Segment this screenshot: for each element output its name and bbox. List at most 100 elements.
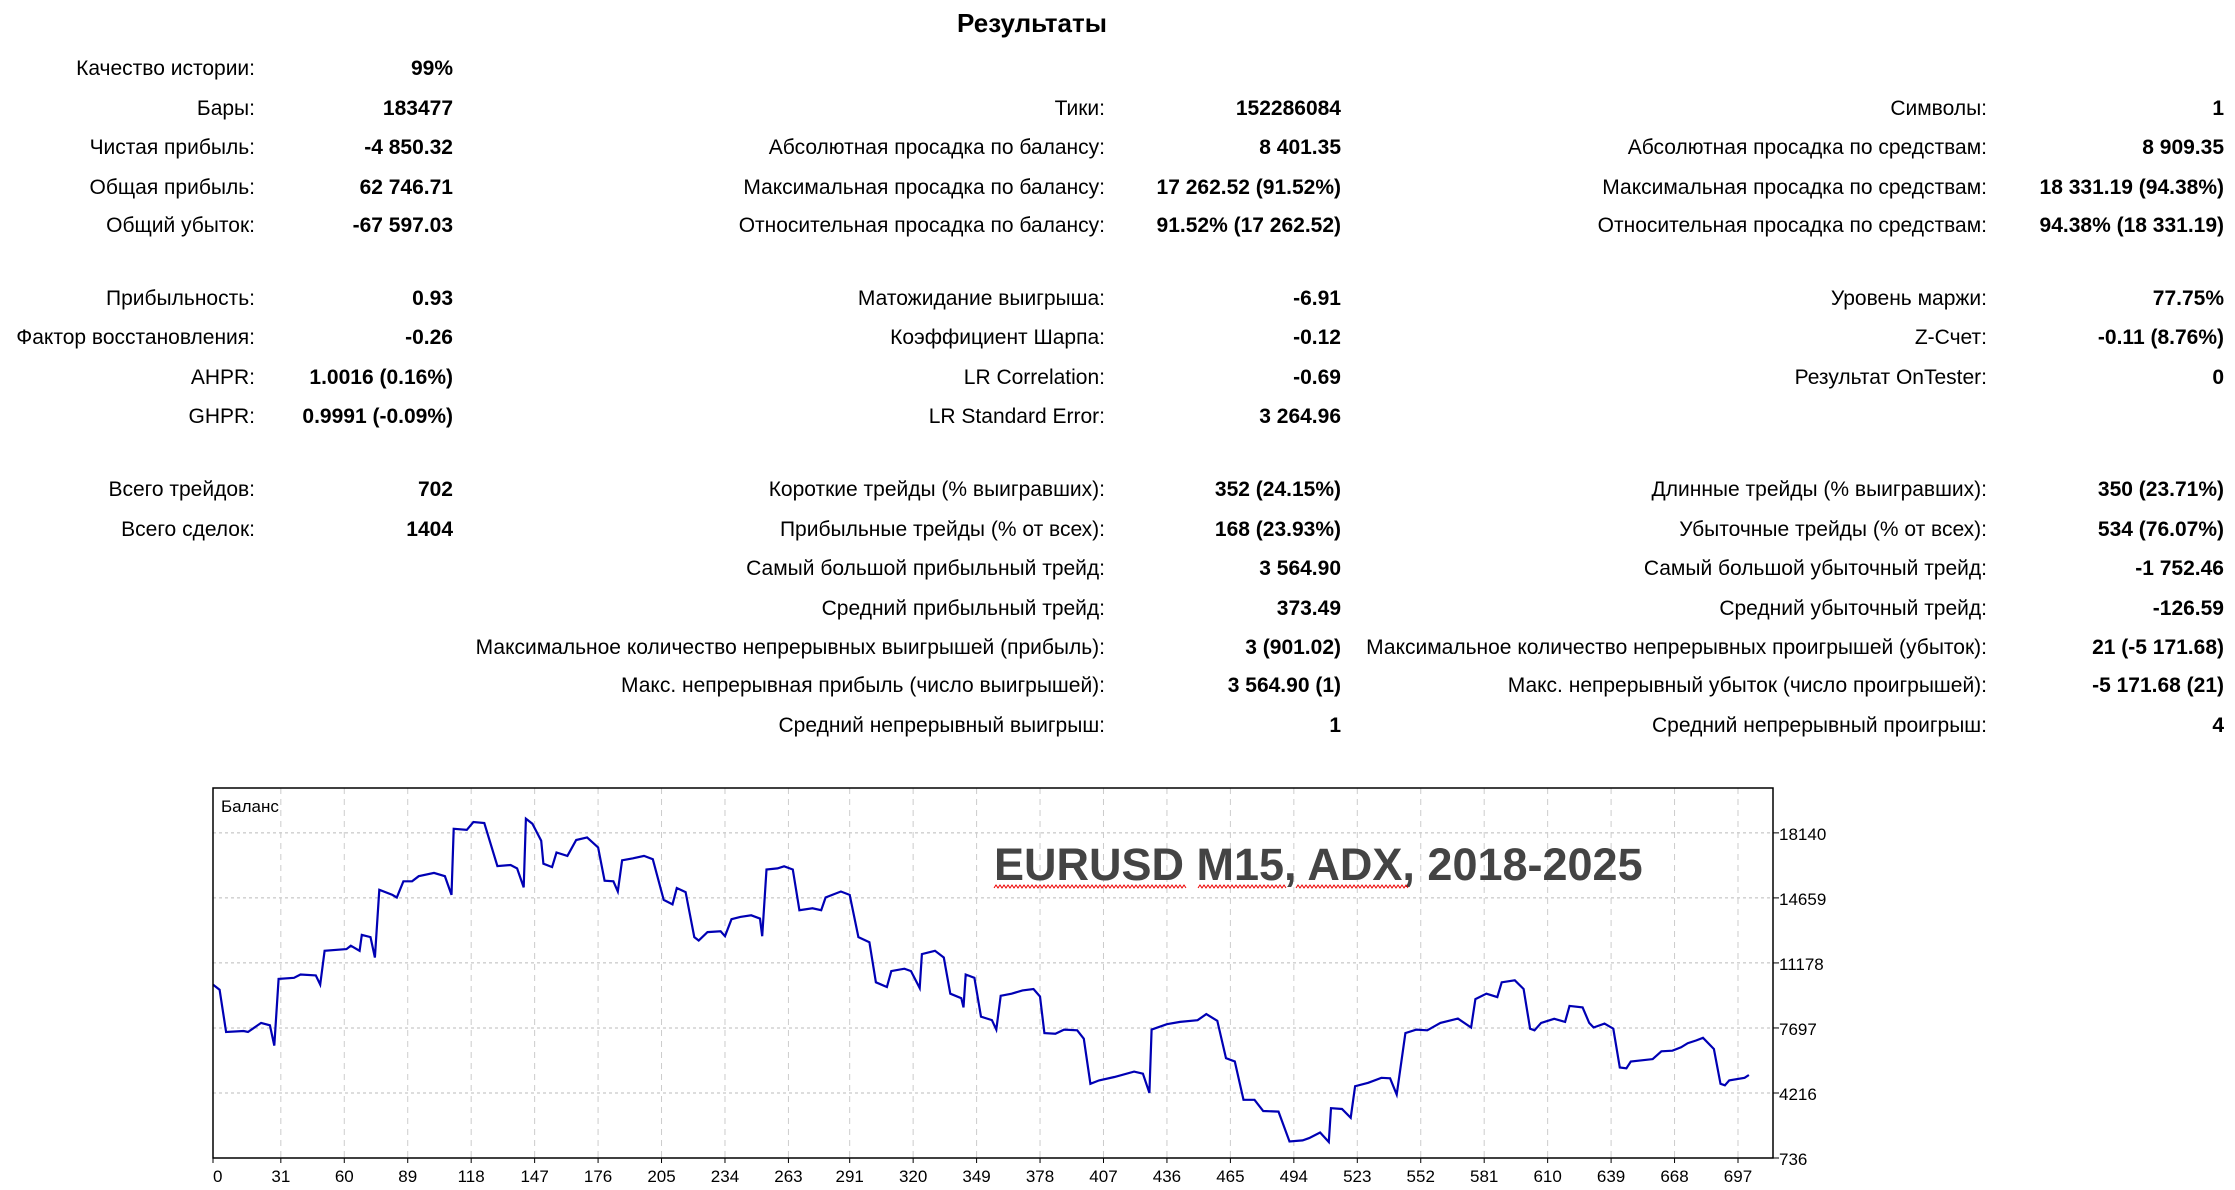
stat-value: 91.52% (17 262.52) — [1156, 214, 1341, 237]
stat-value: 373.49 — [1276, 597, 1341, 620]
stat-label: Матожидание выигрыша: — [857, 287, 1105, 310]
spellcheck-underline — [993, 884, 1187, 889]
x-tick-label: 494 — [1280, 1167, 1308, 1186]
y-tick-label: 18140 — [1779, 825, 1826, 844]
stat-value: 18 331.19 (94.38%) — [2039, 176, 2224, 199]
spellcheck-underline — [1197, 884, 1287, 889]
stat-value: 21 (-5 171.68) — [2092, 636, 2224, 659]
x-tick-label: 610 — [1533, 1167, 1561, 1186]
stat-label: Средний убыточный трейд: — [1719, 597, 1987, 620]
stat-value: 350 (23.71%) — [2097, 478, 2224, 501]
chart-grid — [213, 788, 1773, 1158]
stat-label: Длинные трейды (% выигравших): — [1651, 478, 1987, 501]
stat-label: Максимальное количество непрерывных прои… — [1366, 636, 1987, 659]
x-tick-label: 639 — [1597, 1167, 1625, 1186]
stat-label: Короткие трейды (% выигравших): — [768, 478, 1105, 501]
stat-label: Абсолютная просадка по средствам: — [1627, 136, 1987, 159]
stat-value: 702 — [417, 478, 453, 501]
stat-label: Символы: — [1890, 97, 1987, 120]
x-tick-label: 407 — [1089, 1167, 1117, 1186]
stat-value: 168 (23.93%) — [1214, 518, 1341, 541]
x-tick-label: 320 — [899, 1167, 927, 1186]
y-axis: 18140 14659 11178 7697 4216 736 — [1773, 825, 1826, 1169]
x-tick-label: 552 — [1407, 1167, 1435, 1186]
stat-label: Самый большой прибыльный трейд: — [746, 557, 1105, 580]
stat-label: Уровень маржи: — [1830, 287, 1987, 310]
stat-value: -1 752.46 — [2135, 557, 2224, 580]
spellcheck-underline — [1295, 884, 1409, 889]
x-tick-label: 205 — [647, 1167, 675, 1186]
x-tick-label: 523 — [1343, 1167, 1371, 1186]
stat-value: 1 — [1329, 714, 1341, 737]
stat-value: -0.69 — [1293, 366, 1341, 389]
stat-label: Бары: — [196, 97, 255, 120]
stat-value: 1404 — [406, 518, 453, 541]
stat-value: 77.75% — [2152, 287, 2224, 310]
stat-value: -0.26 — [405, 326, 453, 349]
stat-label: Средний прибыльный трейд: — [821, 597, 1105, 620]
stat-value: -5 171.68 (21) — [2092, 674, 2224, 697]
stat-value: 17 262.52 (91.52%) — [1156, 176, 1341, 199]
stat-label: Прибыльные трейды (% от всех): — [779, 518, 1105, 541]
stat-value: 62 746.71 — [359, 176, 453, 199]
x-tick-label: 436 — [1153, 1167, 1181, 1186]
x-tick-label: 378 — [1026, 1167, 1054, 1186]
stat-label: Всего трейдов: — [108, 478, 255, 501]
stat-label: LR Correlation: — [963, 366, 1105, 389]
stat-value: 152286084 — [1235, 97, 1341, 120]
stat-label: Абсолютная просадка по балансу: — [768, 136, 1105, 159]
stat-label: Максимальная просадка по средствам: — [1602, 176, 1987, 199]
x-tick-label: 0 — [213, 1167, 222, 1186]
x-tick-label: 263 — [774, 1167, 802, 1186]
stat-label: Фактор восстановления: — [16, 326, 255, 349]
x-tick-label: 60 — [335, 1167, 354, 1186]
spellcheck-underlines — [993, 884, 1409, 889]
balance-line — [212, 816, 1750, 1145]
stat-label: Относительная просадка по средствам: — [1597, 214, 1987, 237]
stat-label: Относительная просадка по балансу: — [738, 214, 1105, 237]
stat-label: Максимальная просадка по балансу: — [743, 176, 1105, 199]
stat-value: 1.0016 (0.16%) — [309, 366, 453, 389]
stat-value: -67 597.03 — [352, 214, 453, 237]
stat-value: 99% — [410, 57, 453, 80]
x-tick-label: 349 — [962, 1167, 990, 1186]
stat-value: -4 850.32 — [364, 136, 453, 159]
x-tick-label: 118 — [458, 1167, 485, 1186]
y-tick-label: 736 — [1779, 1150, 1807, 1169]
y-tick-label: 4216 — [1779, 1085, 1817, 1104]
x-tick-label: 697 — [1724, 1167, 1752, 1186]
stat-label: Качество истории: — [76, 57, 255, 80]
chart-title: Баланс — [221, 797, 279, 816]
stat-label: Результат OnTester: — [1794, 366, 1987, 389]
x-tick-label: 89 — [398, 1167, 417, 1186]
y-tick-label: 11178 — [1779, 955, 1824, 974]
chart-annotation: EURUSD M15, ADX, 2018-2025 — [994, 839, 1643, 890]
stat-label: Максимальное количество непрерывных выиг… — [475, 636, 1105, 659]
stat-value: 352 (24.15%) — [1214, 478, 1341, 501]
stat-value: 0 — [2212, 366, 2224, 389]
stat-label: Средний непрерывный выигрыш: — [778, 714, 1106, 737]
stat-label: Коэффициент Шарпа: — [890, 326, 1105, 349]
stat-label: Общая прибыль: — [89, 176, 255, 199]
stat-value: 1 — [2212, 97, 2224, 120]
x-tick-label: 465 — [1216, 1167, 1244, 1186]
stat-label: Тики: — [1054, 97, 1105, 120]
stat-value: -0.11 (8.76%) — [2097, 326, 2224, 349]
x-tick-label: 668 — [1660, 1167, 1688, 1186]
x-tick-label: 581 — [1470, 1167, 1498, 1186]
stat-value: 3 (901.02) — [1245, 636, 1341, 659]
x-tick-label: 176 — [584, 1167, 612, 1186]
stat-label: Макс. непрерывная прибыль (число выигрыш… — [620, 674, 1105, 697]
stat-value: 0.9991 (-0.09%) — [302, 405, 453, 428]
stat-value: 534 (76.07%) — [2097, 518, 2224, 541]
stat-label: Средний непрерывный проигрыш: — [1652, 714, 1987, 737]
stat-label: LR Standard Error: — [928, 405, 1105, 428]
chart-frame — [212, 787, 1774, 1159]
x-tick-label: 234 — [711, 1167, 739, 1186]
y-tick-label: 7697 — [1779, 1020, 1817, 1039]
stat-value: 183477 — [382, 97, 453, 120]
x-tick-label: 147 — [520, 1167, 548, 1186]
stat-label: Убыточные трейды (% от всех): — [1679, 518, 1987, 541]
stat-label: Всего сделок: — [121, 518, 255, 541]
stat-value: 0.93 — [412, 287, 453, 310]
